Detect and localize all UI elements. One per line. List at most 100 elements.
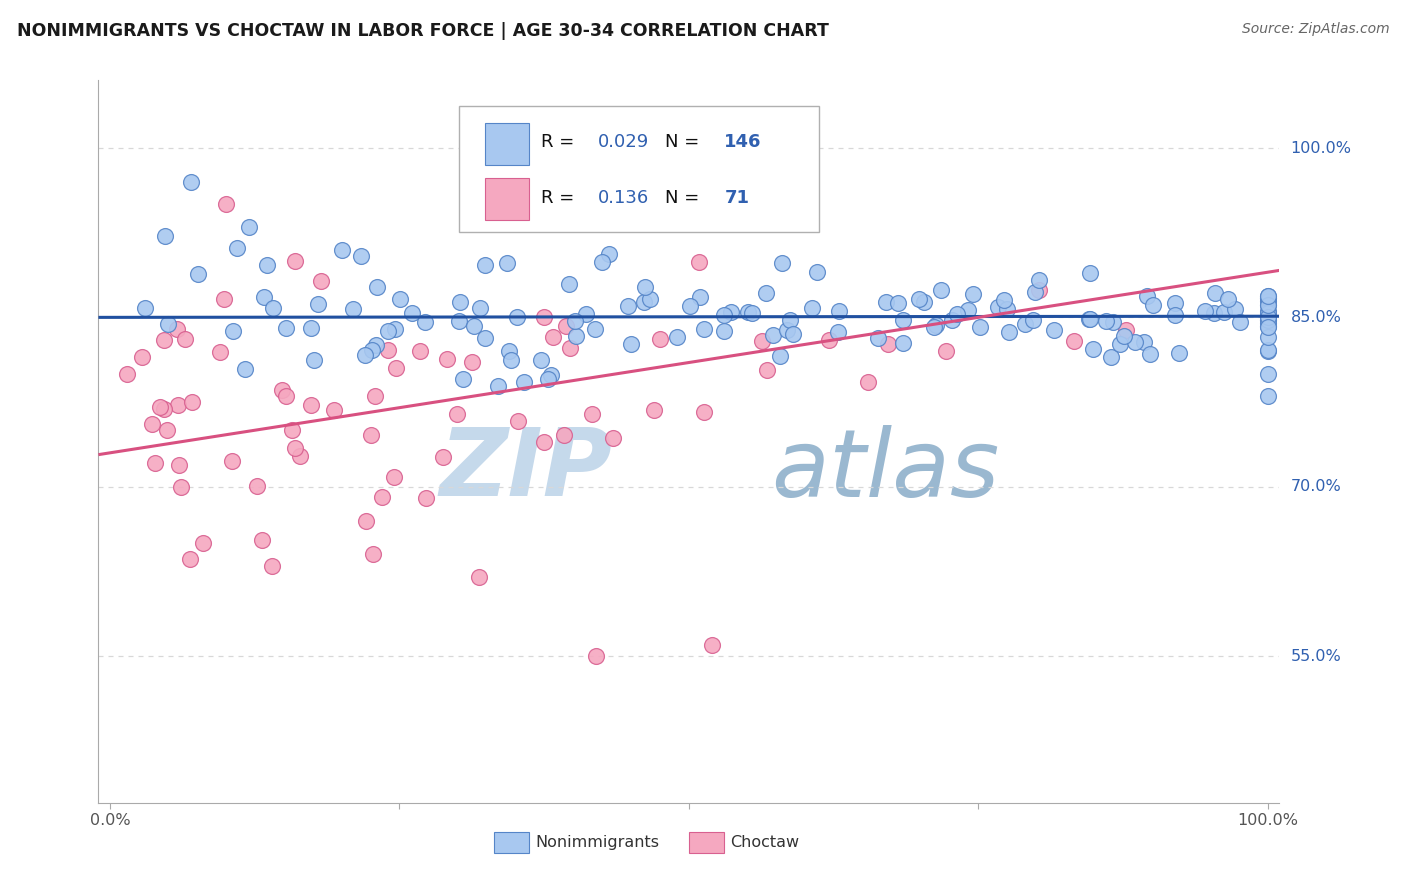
Point	[993, 293, 1015, 308]
Point	[1095, 314, 1118, 328]
Text: 146: 146	[724, 133, 762, 151]
Point	[262, 558, 284, 573]
Point	[274, 320, 297, 334]
Bar	[689, 831, 724, 854]
Point	[284, 253, 307, 268]
Point	[1257, 367, 1279, 381]
Point	[762, 328, 785, 343]
Text: Nonimmigrants: Nonimmigrants	[536, 835, 659, 850]
Point	[713, 324, 735, 338]
Point	[377, 343, 399, 357]
Point	[1257, 319, 1279, 334]
Point	[893, 335, 915, 350]
Point	[498, 344, 520, 359]
Point	[143, 456, 166, 470]
Point	[134, 301, 156, 316]
Point	[1257, 309, 1279, 323]
Point	[468, 570, 491, 584]
Text: R =: R =	[541, 189, 581, 207]
Point	[1014, 317, 1036, 331]
Point	[1139, 347, 1161, 361]
Point	[356, 514, 378, 528]
Point	[1257, 344, 1279, 359]
Point	[1257, 305, 1279, 319]
Point	[1213, 305, 1236, 319]
Point	[924, 319, 946, 334]
Point	[782, 326, 804, 341]
Point	[1028, 283, 1050, 297]
Text: 55.0%: 55.0%	[1291, 648, 1341, 664]
Point	[688, 255, 710, 269]
Point	[987, 300, 1010, 314]
Point	[187, 267, 209, 281]
Point	[598, 246, 620, 260]
Point	[1257, 293, 1279, 308]
Point	[506, 414, 529, 428]
Point	[1168, 345, 1191, 359]
Point	[1257, 343, 1279, 357]
Point	[1257, 320, 1279, 334]
Point	[713, 308, 735, 322]
Point	[1024, 285, 1046, 299]
Point	[330, 243, 353, 257]
Point	[818, 333, 841, 347]
Point	[131, 350, 153, 364]
Point	[1028, 273, 1050, 287]
Point	[461, 355, 484, 369]
Point	[941, 313, 963, 327]
Point	[533, 435, 555, 450]
Point	[215, 197, 238, 211]
Point	[541, 330, 564, 344]
Point	[1257, 389, 1279, 403]
Point	[208, 345, 231, 359]
Point	[1257, 289, 1279, 303]
Point	[447, 314, 470, 328]
Point	[540, 368, 562, 383]
Point	[737, 304, 759, 318]
Point	[153, 402, 176, 417]
Point	[828, 303, 851, 318]
Point	[564, 314, 586, 328]
Point	[1142, 298, 1164, 312]
Point	[323, 403, 346, 417]
Point	[1216, 292, 1239, 306]
Point	[513, 376, 536, 390]
Point	[1257, 312, 1279, 326]
Point	[581, 408, 603, 422]
Point	[756, 363, 779, 377]
Point	[877, 337, 900, 351]
Point	[931, 283, 953, 297]
Point	[866, 331, 889, 345]
Point	[141, 417, 163, 431]
Point	[806, 265, 828, 279]
Text: Source: ZipAtlas.com: Source: ZipAtlas.com	[1241, 22, 1389, 37]
Point	[585, 648, 607, 663]
Point	[935, 343, 957, 358]
Point	[486, 379, 509, 393]
Point	[409, 343, 432, 358]
Point	[875, 295, 897, 310]
Text: NONIMMIGRANTS VS CHOCTAW IN LABOR FORCE | AGE 30-34 CORRELATION CHART: NONIMMIGRANTS VS CHOCTAW IN LABOR FORCE …	[17, 22, 828, 40]
Point	[558, 341, 581, 355]
Point	[1114, 329, 1136, 343]
Point	[226, 241, 249, 255]
Point	[436, 352, 458, 367]
Point	[1108, 337, 1130, 351]
Point	[342, 301, 364, 316]
Point	[253, 290, 276, 304]
Point	[363, 389, 385, 403]
Point	[575, 307, 598, 321]
Bar	[485, 123, 530, 165]
Point	[304, 353, 326, 368]
Point	[969, 320, 991, 334]
Point	[299, 399, 322, 413]
Point	[149, 401, 172, 415]
Point	[1115, 323, 1137, 337]
Point	[1164, 308, 1187, 322]
Point	[360, 428, 382, 442]
Point	[1080, 312, 1102, 326]
Point	[602, 431, 624, 445]
Point	[179, 552, 201, 566]
Point	[413, 315, 436, 329]
Point	[1078, 266, 1101, 280]
